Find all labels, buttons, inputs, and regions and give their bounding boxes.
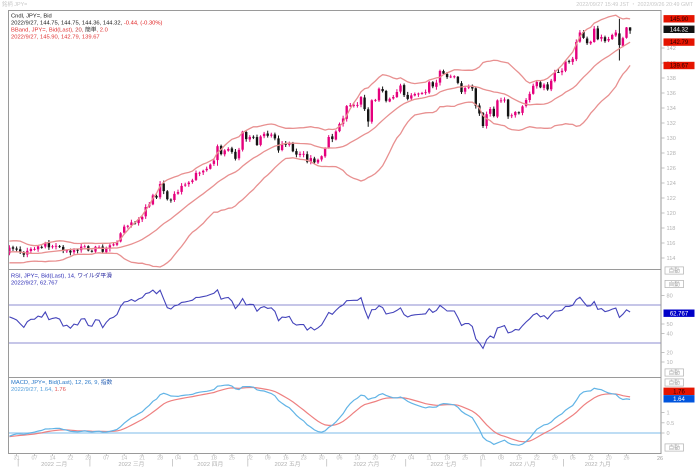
svg-text:124: 124 [667,181,676,187]
svg-text:04: 04 [408,456,414,462]
svg-text:1.76: 1.76 [673,389,685,395]
svg-text:2022 二月: 2022 二月 [41,461,67,468]
svg-text:25: 25 [229,456,235,462]
svg-text:30: 30 [319,456,325,462]
svg-text:23: 23 [301,456,307,462]
svg-text:04: 04 [175,456,181,462]
svg-text:27: 27 [390,456,396,462]
svg-text:自動: 自動 [669,444,681,452]
svg-text:2022/9/27, 144.75, 144.75, 144: 2022/9/27, 144.75, 144.75, 144.36, 144.3… [11,21,163,27]
svg-text:07: 07 [103,456,109,462]
svg-text:18: 18 [444,456,450,462]
svg-text:26: 26 [657,456,663,462]
svg-text:14: 14 [121,456,127,462]
svg-text:26: 26 [624,456,630,462]
svg-text:142: 142 [667,46,676,52]
svg-text:2022/09/27 15:49 JST ・ 2022/09: 2022/09/27 15:49 JST ・ 2022/09/26 20:49 … [576,2,693,8]
svg-text:01: 01 [480,456,486,462]
svg-text:自動: 自動 [669,267,681,275]
svg-text:114: 114 [667,256,676,262]
svg-text:1.64: 1.64 [673,397,685,403]
svg-text:145.90: 145.90 [670,17,689,23]
svg-text:132: 132 [667,121,676,127]
svg-text:05: 05 [570,456,576,462]
svg-text:62.767: 62.767 [670,311,689,317]
svg-text:自動: 自動 [669,280,681,288]
svg-text:20: 20 [606,456,612,462]
svg-text:25: 25 [462,456,468,462]
svg-text:1: 1 [667,411,670,417]
svg-text:31: 31 [14,456,20,462]
svg-text:138: 138 [667,76,676,82]
svg-text:22: 22 [534,456,540,462]
svg-text:2022/9/27, 145.90, 142.79, 139: 2022/9/27, 145.90, 142.79, 139.67 [11,35,100,41]
svg-text:139.67: 139.67 [670,64,689,70]
svg-text:142.79: 142.79 [670,40,689,46]
svg-text:130: 130 [667,136,676,142]
svg-text:2022 四月: 2022 四月 [197,461,223,468]
svg-text:40: 40 [667,332,673,338]
svg-text:11: 11 [193,456,199,462]
svg-text:0.5: 0.5 [667,421,675,427]
svg-text:13: 13 [354,456,360,462]
svg-text:09: 09 [265,456,271,462]
svg-text:128: 128 [667,151,676,157]
svg-text:28: 28 [157,456,163,462]
svg-text:2022 九月: 2022 九月 [585,460,611,468]
svg-text:126: 126 [667,166,676,172]
svg-text:RSI, JPY=, Bid(Last), 14, ワイルダ: RSI, JPY=, Bid(Last), 14, ワイルダ平滑 [11,272,112,280]
svg-text:11: 11 [426,456,432,462]
svg-text:Cndl, JPY=, Bid: Cndl, JPY=, Bid [11,14,52,20]
svg-text:20: 20 [667,351,673,357]
svg-text:134: 134 [667,106,676,112]
svg-text:80: 80 [667,294,673,300]
svg-text:118: 118 [667,226,676,232]
svg-text:BBand, JPY=, Bid(Last), 20, 簡単: BBand, JPY=, Bid(Last), 20, 簡単, 2.0 [11,26,108,34]
svg-text:2022 三月: 2022 三月 [118,461,144,468]
svg-text:2022 五月: 2022 五月 [274,461,300,468]
svg-text:10: 10 [667,360,673,366]
svg-text:116: 116 [667,241,676,247]
svg-text:18: 18 [211,456,217,462]
svg-text:MACD, JPY=, Bid(Last), 12, 26,: MACD, JPY=, Bid(Last), 12, 26, 9, 指数 [11,378,113,386]
svg-text:07: 07 [32,456,38,462]
svg-text:16: 16 [283,456,289,462]
svg-text:144.32: 144.32 [670,27,689,33]
svg-text:22: 22 [67,456,73,462]
svg-text:2022 八月: 2022 八月 [509,461,535,468]
svg-text:02: 02 [247,456,253,462]
svg-text:2022/9/27, 62.767: 2022/9/27, 62.767 [11,281,58,287]
svg-text:08: 08 [498,456,504,462]
svg-text:自動: 自動 [669,369,681,377]
svg-text:12: 12 [588,456,594,462]
svg-text:自動: 自動 [669,379,681,387]
svg-text:28: 28 [85,456,91,462]
svg-text:2022/9/27, 1.64, 1.76: 2022/9/27, 1.64, 1.76 [11,387,66,393]
svg-text:2022 七月: 2022 七月 [430,460,456,468]
svg-text:0: 0 [667,431,670,437]
svg-text:銘柄 JPY=: 銘柄 JPY= [2,0,27,8]
svg-text:122: 122 [667,196,676,202]
svg-text:20: 20 [372,456,378,462]
svg-text:21: 21 [139,456,145,462]
svg-text:14: 14 [50,456,56,462]
svg-text:06: 06 [337,456,343,462]
svg-text:2022 六月: 2022 六月 [353,460,379,468]
svg-text:120: 120 [667,211,676,217]
svg-text:15: 15 [516,456,522,462]
svg-text:29: 29 [552,456,558,462]
svg-text:136: 136 [667,91,676,97]
svg-text:50: 50 [667,322,673,328]
